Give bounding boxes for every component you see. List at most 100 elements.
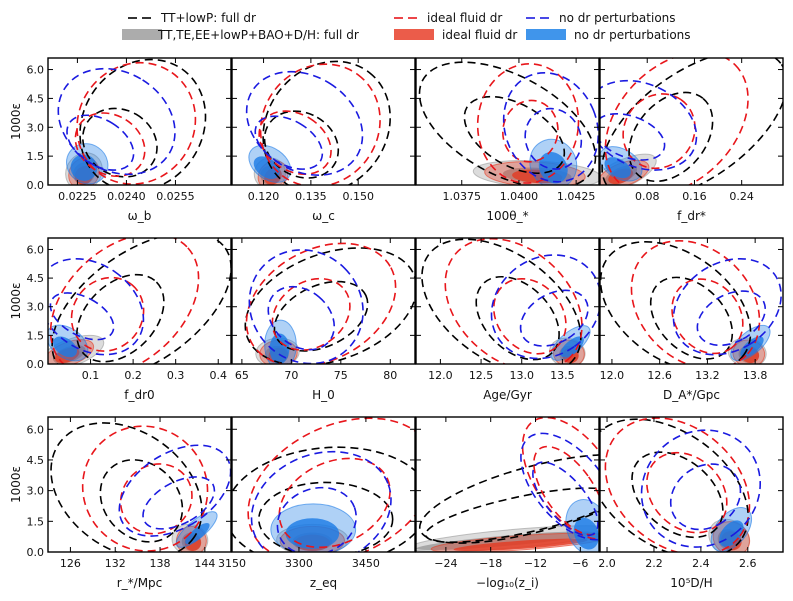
- legend-item: ideal fluid dr: [394, 28, 517, 42]
- x-tick-label: 13.8: [743, 369, 768, 382]
- legend-label: TT,TE,EE+lowP+BAO+D/H: full dr: [157, 28, 359, 42]
- x-tick-label: 0.0225: [58, 190, 97, 203]
- contour-line-black-2sigma: [418, 61, 597, 185]
- contour-fill-gray-1sigma: [416, 531, 595, 551]
- contour-line-red-1sigma: [533, 445, 599, 536]
- contour-line-blue-1sigma: [600, 113, 666, 161]
- panel-9: 126 132 138 144 0.0 1.5 3.0 4.5 6.0 1000ε r_*/Mpc: [9, 416, 232, 590]
- plot-area: [244, 242, 415, 364]
- contour-line-blue-1sigma: [669, 463, 742, 531]
- x-axis-label: f_dr*: [677, 209, 706, 223]
- contour-line-red-1sigma: [74, 112, 146, 177]
- panel-frame: [47, 237, 232, 365]
- x-tick-label: 0.16: [682, 190, 707, 203]
- x-tick-label: 3450: [352, 557, 380, 570]
- contour-line-red-1sigma: [258, 110, 332, 176]
- y-axis-label: 1000ε: [9, 466, 23, 503]
- y-tick-label: 0.0: [27, 546, 45, 559]
- contour-line-blue-2sigma: [48, 258, 145, 356]
- contour-line-red-2sigma: [604, 58, 749, 185]
- contour-line-black-1sigma: [475, 275, 560, 361]
- contour-line-black-1sigma: [628, 91, 714, 183]
- x-tick-label: 0.08: [635, 190, 660, 203]
- x-tick-label: 70: [284, 369, 298, 382]
- contour-line-blue-2sigma: [672, 257, 782, 356]
- plot-area: [600, 58, 783, 185]
- contour-line-black-2sigma: [51, 238, 231, 364]
- x-tick-label: 0.1: [82, 369, 100, 382]
- contour-line-red-2sigma: [49, 238, 200, 364]
- legend-label: ideal fluid dr: [442, 28, 517, 42]
- x-tick-label: −12: [524, 557, 547, 570]
- panel-2: 0.120 0.135 0.150 ω_c: [231, 57, 416, 223]
- contour-line-blue-2sigma: [490, 254, 599, 360]
- x-tick-label: 2.6: [739, 557, 757, 570]
- contour-line-blue-2sigma: [600, 79, 698, 171]
- x-tick-label: 1.0425: [557, 190, 596, 203]
- contour-line-blue-1sigma: [524, 107, 583, 170]
- contour-line-red-2sigma: [259, 63, 381, 185]
- x-tick-label: 126: [60, 557, 81, 570]
- y-tick-label: 3.0: [27, 121, 45, 134]
- contour-line-blue-2sigma: [57, 67, 176, 176]
- contour-line-red-1sigma: [119, 463, 193, 535]
- legend-label: no dr perturbations: [559, 11, 676, 25]
- y-tick-label: 1.5: [27, 515, 45, 528]
- contour-line-blue-2sigma: [640, 429, 762, 548]
- y-tick-label: 6.0: [27, 243, 45, 256]
- contour-line-blue-2sigma: [248, 249, 364, 364]
- x-axis-label: z_eq: [310, 576, 337, 590]
- panel-frame: [415, 237, 600, 365]
- contour-line-red-2sigma: [247, 417, 415, 552]
- x-tick-label: 75: [334, 369, 348, 382]
- x-tick-label: 12.5: [469, 369, 494, 382]
- x-tick-label: 0.0240: [107, 190, 146, 203]
- panel-7: 12.0 12.5 13.0 13.5 Age/Gyr: [415, 237, 600, 402]
- contour-line-black-1sigma: [99, 459, 184, 543]
- legend-fill-swatch: [394, 29, 434, 40]
- x-tick-label: 2.0: [598, 557, 616, 570]
- contour-line-black-2sigma: [421, 238, 582, 364]
- contour-line-red-1sigma: [271, 277, 351, 351]
- y-tick-label: 4.5: [27, 454, 45, 467]
- panel-frame: [599, 57, 784, 186]
- x-axis-label: H_0: [312, 388, 335, 402]
- legend-item: no dr perturbations: [526, 28, 691, 42]
- x-tick-label: 0.0255: [156, 190, 195, 203]
- x-tick-label: −24: [434, 557, 457, 570]
- panel-5: 0.1 0.2 0.3 0.4 0.0 1.5 3.0 4.5 6.0 1000ε f_dr0: [9, 237, 232, 402]
- x-tick-label: 0.2: [124, 369, 142, 382]
- contour-fill-blue-1sigma: [253, 156, 280, 180]
- contour-line-black-1sigma: [424, 487, 599, 544]
- contour-line-black-1sigma: [631, 451, 724, 539]
- contour-line-black-1sigma: [81, 107, 158, 178]
- plot-area: [48, 238, 231, 364]
- contour-line-blue-1sigma: [276, 486, 357, 552]
- x-tick-label: 1.0375: [443, 190, 482, 203]
- contour-line-blue-2sigma: [118, 444, 231, 537]
- y-tick-label: 1.5: [27, 329, 45, 342]
- x-tick-label: 13.2: [695, 369, 720, 382]
- contour-line-black-1sigma: [463, 95, 566, 175]
- panel-11: −24 −18 −12 −6 −log₁₀(z_i): [415, 416, 600, 590]
- contour-line-blue-2sigma: [245, 70, 364, 176]
- contour-line-black-1sigma: [258, 481, 394, 552]
- legend-label: no dr perturbations: [574, 28, 691, 42]
- y-tick-label: 3.0: [27, 485, 45, 498]
- contour-line-red-2sigma: [444, 238, 583, 364]
- panel-frame: [231, 57, 416, 186]
- x-tick-label: 0.120: [248, 190, 280, 203]
- panel-4: 0.08 0.16 0.24 f_dr*: [599, 57, 784, 223]
- x-tick-label: 0.3: [167, 369, 185, 382]
- plot-area: [57, 58, 207, 185]
- contour-line-red-2sigma: [630, 240, 761, 364]
- contour-line-blue-1sigma: [267, 285, 336, 351]
- y-tick-label: 6.0: [27, 64, 45, 77]
- x-tick-label: 80: [383, 369, 397, 382]
- x-tick-label: −6: [572, 557, 588, 570]
- panel-frame: [47, 416, 232, 553]
- contour-line-blue-1sigma: [532, 461, 599, 537]
- x-tick-label: 2.4: [692, 557, 710, 570]
- contour-fill-blue-1sigma: [70, 154, 98, 181]
- contour-line-black-2sigma: [262, 60, 391, 185]
